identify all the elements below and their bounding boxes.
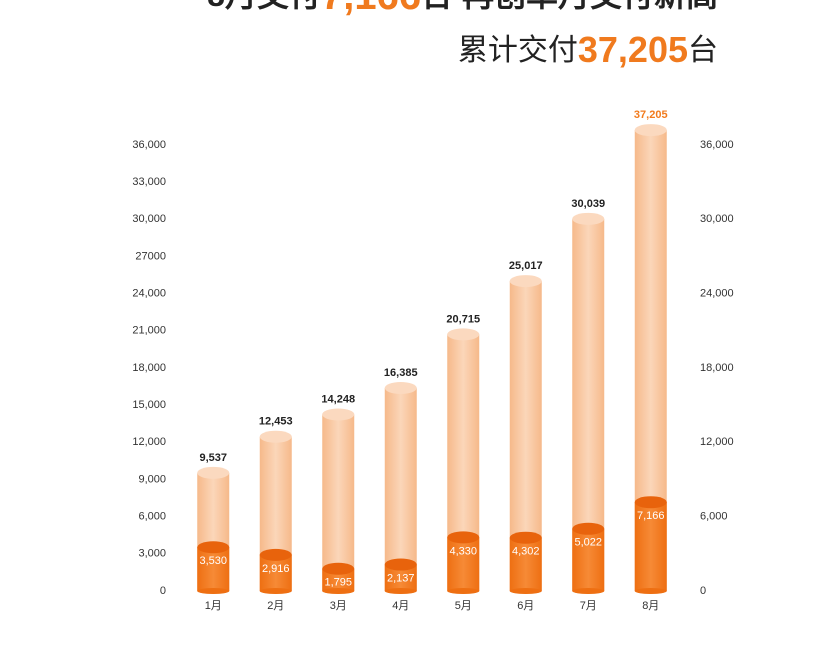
y-tick-label: 0	[160, 585, 166, 597]
value-label: 25,017	[509, 260, 543, 272]
bar-base	[384, 588, 417, 594]
y2-tick-label: 0	[700, 585, 706, 597]
bar	[259, 554, 292, 591]
bar-cap	[259, 430, 292, 443]
bar-base	[322, 588, 355, 594]
x-tick-label: 1月	[205, 600, 222, 612]
value-label: 20,715	[446, 313, 480, 325]
headline-text: 累计交付	[458, 34, 578, 67]
y-tick-label: 18,000	[132, 362, 166, 374]
bar	[197, 547, 230, 591]
headline-2: 累计交付37,205台	[458, 29, 718, 70]
headline-text: 再创单月交付新高	[462, 0, 718, 13]
value-label: 9,537	[199, 452, 227, 464]
bar-cap	[322, 408, 355, 421]
x-tick-label: 2月	[267, 600, 284, 612]
bar-cap	[447, 531, 480, 544]
value-label: 14,248	[321, 393, 355, 405]
value-label: 30,039	[571, 198, 605, 210]
x-tick-label: 8月	[642, 600, 659, 612]
bar-cap	[509, 275, 542, 288]
value-label: 16,385	[384, 367, 418, 379]
y2-tick-label: 18,000	[700, 362, 734, 374]
bar-cap	[197, 466, 230, 479]
value-label: 12,453	[259, 416, 293, 428]
y2-tick-label: 30,000	[700, 213, 734, 225]
bar	[634, 502, 667, 591]
y-tick-label: 3,000	[138, 548, 166, 560]
headline-1: 8月交付7,166台 再创单月交付新高	[207, 0, 718, 18]
bar-cap	[447, 328, 480, 341]
value-label: 4,302	[512, 546, 540, 558]
bar-base	[447, 588, 480, 594]
value-label: 37,205	[634, 109, 668, 121]
bar-cap	[384, 558, 417, 571]
value-label: 3,530	[199, 555, 227, 567]
bar-base	[509, 588, 542, 594]
y2-tick-label: 24,000	[700, 288, 734, 300]
bar	[572, 528, 605, 591]
bar-cap	[634, 124, 667, 137]
bar-base	[572, 588, 605, 594]
bar-cap	[509, 531, 542, 544]
bar-cap	[384, 382, 417, 395]
headline-text: 8月交付	[207, 0, 321, 13]
bar-cap	[572, 522, 605, 535]
x-tick-label: 5月	[455, 600, 472, 612]
value-label: 2,137	[387, 572, 415, 584]
y2-tick-label: 6,000	[700, 511, 728, 523]
y-tick-label: 24,000	[132, 288, 166, 300]
bar-base	[197, 588, 230, 594]
bar	[322, 414, 355, 591]
y-tick-label: 12,000	[132, 436, 166, 448]
bar-base	[259, 588, 292, 594]
value-label: 4,330	[449, 545, 477, 557]
y2-tick-label: 36,000	[700, 139, 734, 151]
x-tick-label: 6月	[517, 600, 534, 612]
y-tick-label: 9,000	[138, 473, 166, 485]
x-tick-label: 7月	[580, 600, 597, 612]
bar-base	[634, 588, 667, 594]
bar-cap	[259, 548, 292, 561]
headline-text: 台	[688, 34, 718, 67]
y-tick-label: 36,000	[132, 139, 166, 151]
value-label: 5,022	[574, 537, 602, 549]
y-tick-label: 6,000	[138, 511, 166, 523]
y-tick-label: 30,000	[132, 213, 166, 225]
value-label: 1,795	[324, 577, 352, 589]
bar-cap	[634, 496, 667, 509]
value-label: 7,166	[637, 510, 665, 522]
headline-text: 台	[421, 0, 462, 13]
y-tick-label: 15,000	[132, 399, 166, 411]
y-tick-label: 33,000	[132, 176, 166, 188]
bar	[322, 568, 355, 591]
x-tick-label: 4月	[392, 600, 409, 612]
bar	[384, 388, 417, 591]
value-label: 2,916	[262, 563, 290, 575]
y-tick-label: 21,000	[132, 325, 166, 337]
x-tick-label: 3月	[330, 600, 347, 612]
bar-cap	[197, 541, 230, 554]
headline-number: 7,166	[321, 0, 421, 18]
bar-cap	[572, 212, 605, 225]
bar	[447, 537, 480, 591]
bar-cap	[322, 562, 355, 575]
y2-tick-label: 12,000	[700, 436, 734, 448]
headline-number: 37,205	[578, 29, 688, 70]
y-tick-label: 27000	[135, 250, 166, 262]
bar	[509, 537, 542, 591]
